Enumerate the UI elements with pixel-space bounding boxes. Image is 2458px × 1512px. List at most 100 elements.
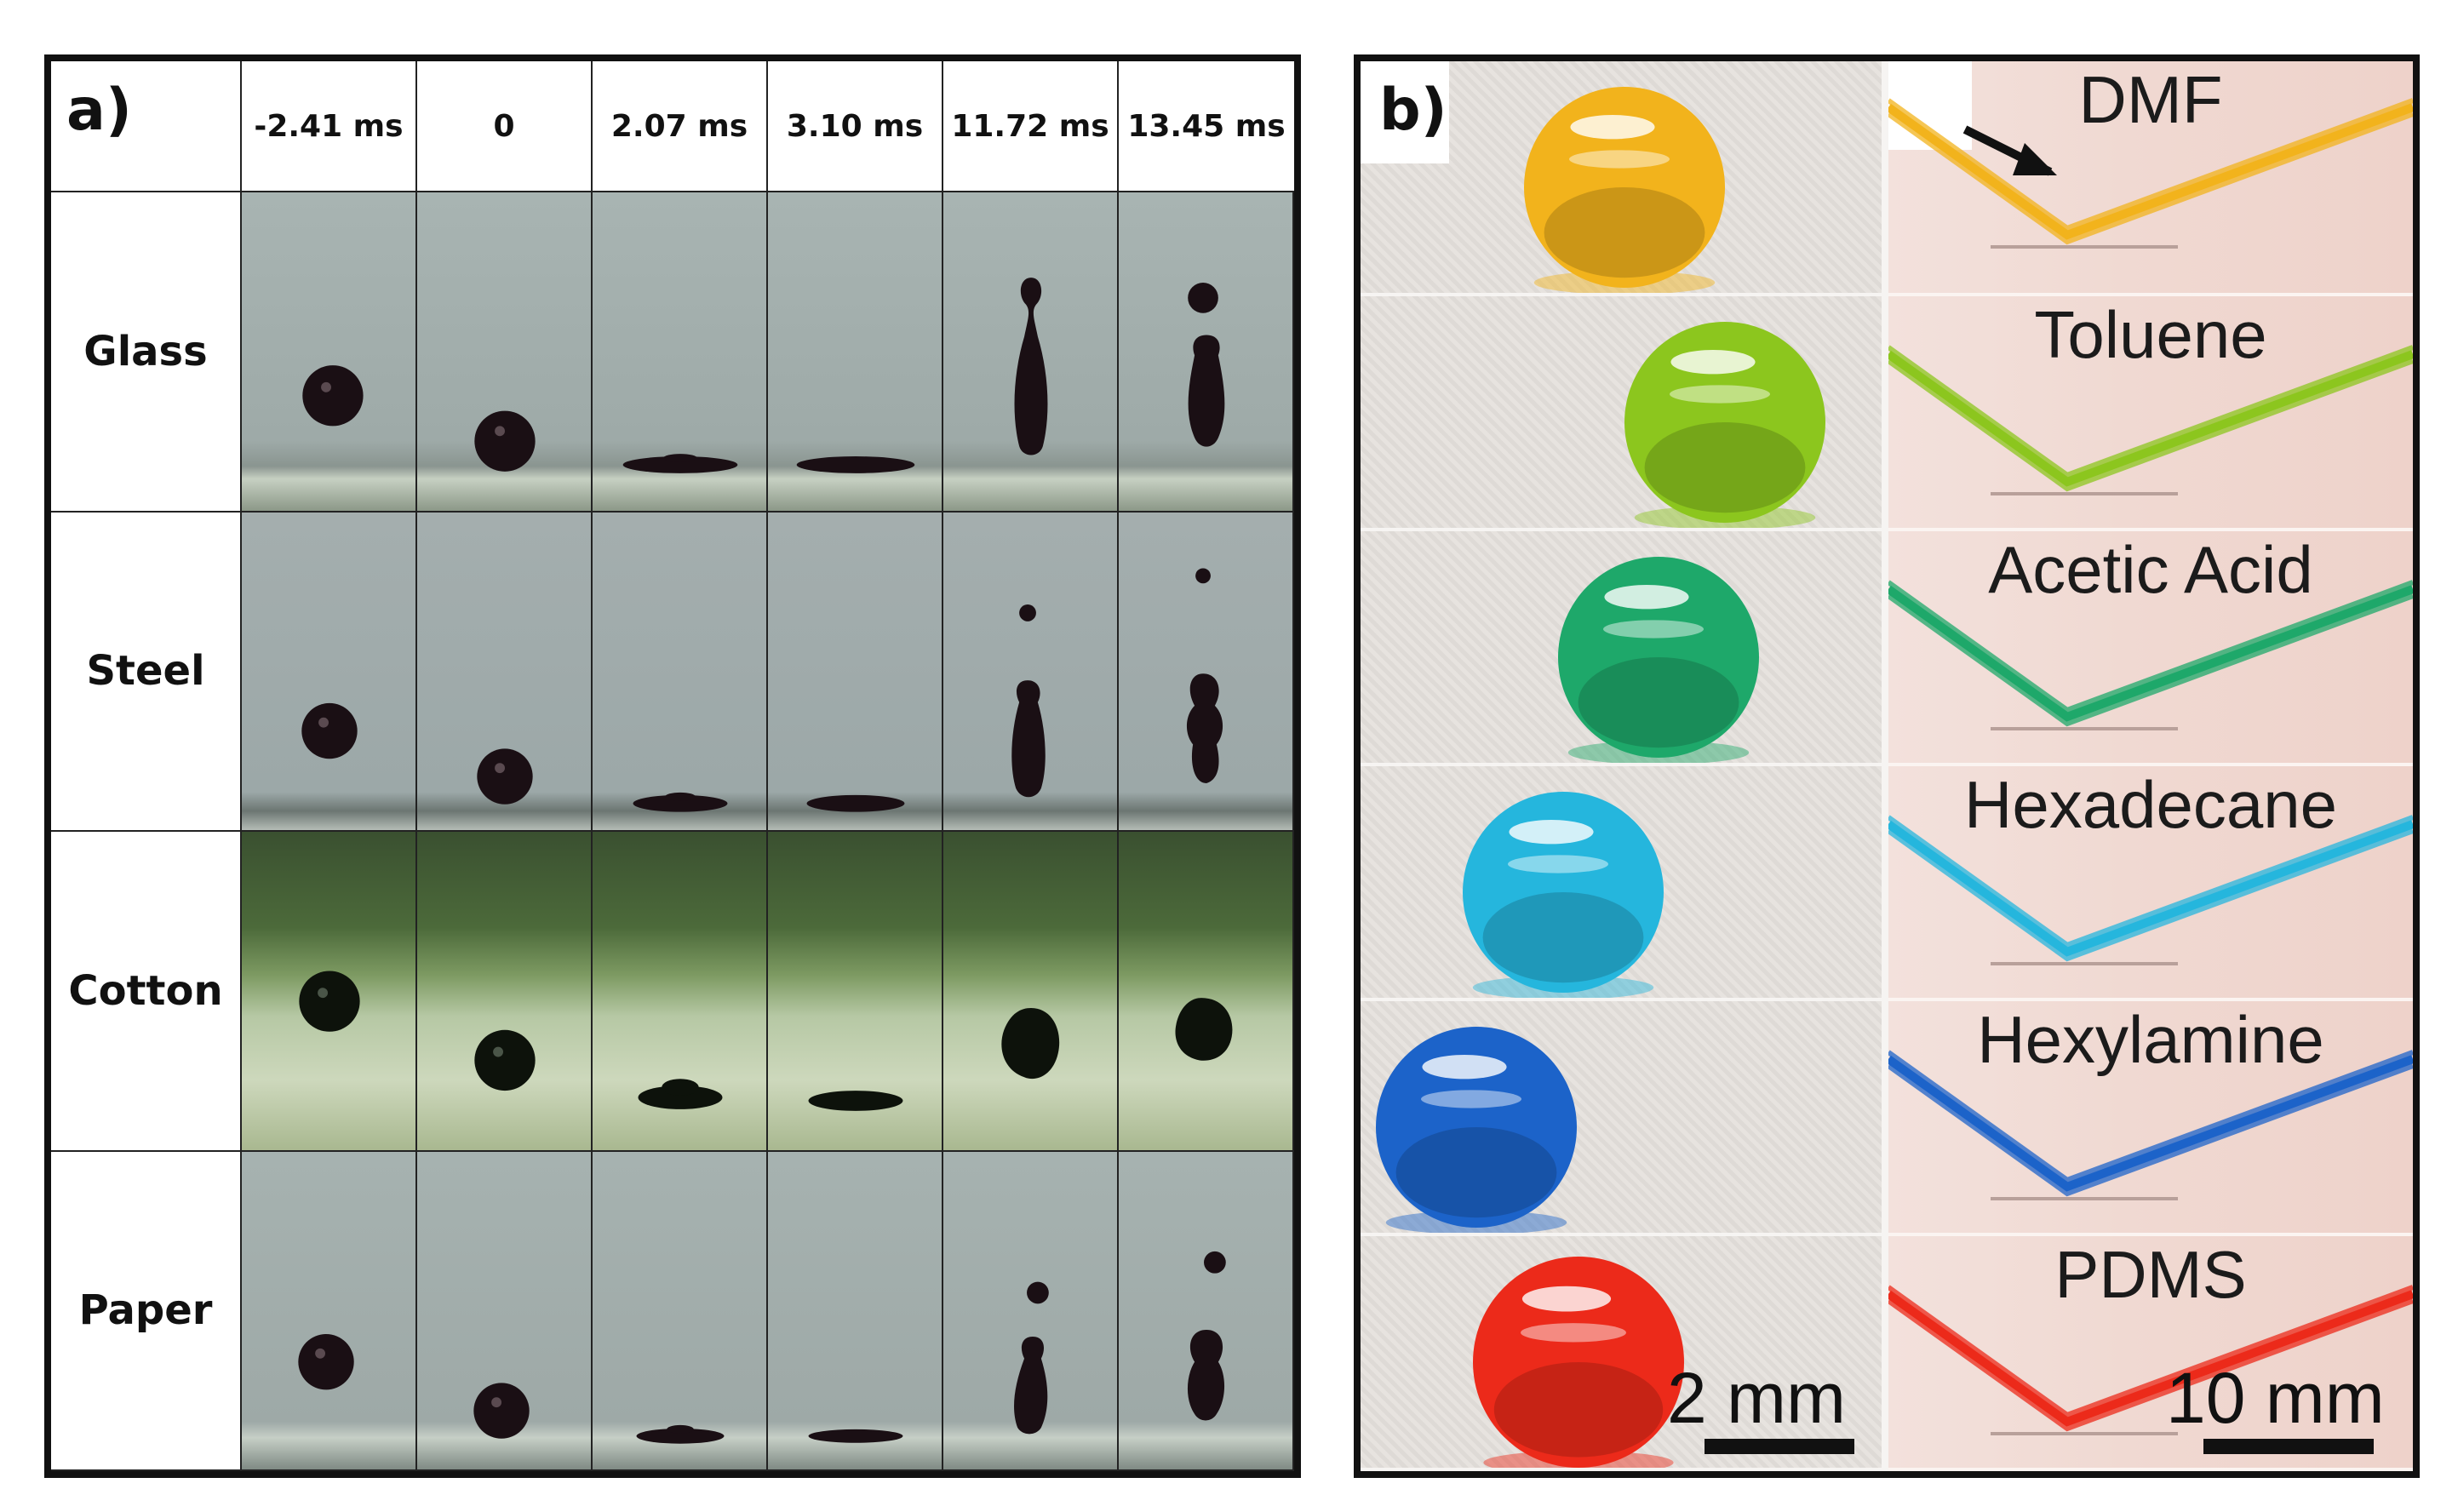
droplet — [1001, 1008, 1060, 1080]
glass-frame-1 — [242, 192, 417, 513]
panel-b-label: b) — [1379, 77, 1447, 144]
droplet-highlight — [1509, 820, 1594, 845]
solvent-grid: DMF Toluene Acetic Acid Hexadecane Hexylamin… — [1361, 61, 2413, 1471]
solvent-label: DMF — [2078, 62, 2223, 137]
cotton-frame-5 — [943, 832, 1119, 1152]
steel-frame-3 — [593, 512, 768, 832]
time-header: -2.41 ms — [242, 61, 417, 192]
droplet-cell — [1361, 531, 1888, 766]
panel-b: DMF Toluene Acetic Acid Hexadecane Hexylamin… — [1354, 54, 2420, 1478]
cotton-frame-3 — [593, 832, 768, 1152]
droplet-jet — [1188, 335, 1225, 447]
droplet-spread — [636, 1428, 725, 1444]
droplet-cell — [1361, 61, 1888, 296]
surface-label-paper: Paper — [51, 1151, 242, 1471]
paper-frame-4 — [768, 1151, 943, 1471]
arrow-annotation — [1962, 125, 2057, 176]
solvent-thread — [1888, 820, 2413, 957]
time-header: 11.72 ms — [943, 61, 1119, 192]
solvent-thread — [1888, 112, 2413, 245]
solvent-thread — [1888, 103, 2413, 240]
solvent-thread — [1888, 358, 2413, 492]
droplet-spread — [808, 1429, 903, 1443]
steel-frame-2 — [417, 512, 593, 832]
scale-text-right: 10 mm — [2166, 1358, 2385, 1438]
droplet-jet — [1014, 1336, 1048, 1434]
solvent-label: Acetic Acid — [1988, 532, 2313, 607]
solvent-thread — [1888, 1285, 2413, 1418]
droplet — [302, 365, 364, 427]
thread-cell: PDMS — [1888, 1236, 2413, 1471]
solvent-label: Hexadecane — [1964, 767, 2337, 842]
droplet-satellite — [1195, 567, 1211, 583]
surface-label-cotton: Cotton — [51, 832, 242, 1152]
droplet — [301, 702, 358, 759]
cotton-frame-4 — [768, 832, 943, 1152]
solvent-label: Hexylamine — [1977, 1002, 2324, 1077]
droplet-spread — [808, 1091, 903, 1111]
solvent-thread — [1888, 1050, 2413, 1183]
droplet-cell — [1361, 296, 1888, 531]
droplet-cell — [1361, 1001, 1888, 1236]
paper-frame-3 — [593, 1151, 768, 1471]
time-header: 13.45 ms — [1119, 61, 1294, 192]
droplet-satellite — [1204, 1251, 1226, 1274]
droplet — [477, 747, 533, 805]
droplet — [1175, 998, 1233, 1061]
droplet-spread — [633, 794, 728, 812]
droplet-jet — [1186, 673, 1223, 783]
droplet-satellite — [1188, 283, 1218, 313]
droplet-highlight — [1604, 585, 1689, 610]
droplet-jet — [1014, 278, 1048, 455]
solvent-droplet — [1463, 792, 1664, 993]
solvent-label: PDMS — [2054, 1237, 2247, 1312]
paper-frame-5 — [943, 1151, 1119, 1471]
droplet — [473, 1382, 530, 1439]
solvent-thread — [1888, 580, 2413, 713]
droplet-cell — [1361, 766, 1888, 1001]
solvent-droplet — [1376, 1027, 1577, 1228]
time-header: 0 — [417, 61, 593, 192]
paper-frame-6 — [1119, 1151, 1294, 1471]
surface-label-glass: Glass — [51, 192, 242, 513]
steel-frame-6 — [1119, 512, 1294, 832]
surface-label-steel: Steel — [51, 512, 242, 832]
panel-a: a) -2.41 ms 0 2.07 ms 3.10 ms 11.72 ms 1… — [44, 54, 1301, 1478]
droplet-highlight — [1521, 1286, 1612, 1312]
time-header: 2.07 ms — [593, 61, 768, 192]
solvent-thread — [1888, 345, 2413, 478]
solvent-droplet — [1524, 87, 1725, 288]
panel-a-label-cell: a) — [51, 61, 242, 192]
glass-frame-4 — [768, 192, 943, 513]
cotton-frame-2 — [417, 832, 593, 1152]
droplet-spread — [622, 456, 738, 473]
solvent-droplet — [1558, 557, 1759, 758]
paper-frame-2 — [417, 1151, 593, 1471]
droplet-cell — [1361, 1236, 1888, 1471]
steel-frame-1 — [242, 512, 417, 832]
droplet — [474, 410, 536, 472]
droplet-highlight — [1570, 115, 1655, 140]
cotton-frame-1 — [242, 832, 417, 1152]
solvent-thread — [1888, 828, 2413, 962]
panel-a-label: a) — [66, 77, 132, 144]
solvent-label: Toluene — [2034, 297, 2267, 372]
impact-grid: a) -2.41 ms 0 2.07 ms 3.10 ms 11.72 ms 1… — [51, 61, 1294, 1471]
thread-cell: DMF — [1888, 61, 2413, 296]
scale-text-left: 2 mm — [1667, 1358, 1846, 1438]
solvent-thread — [1888, 1290, 2413, 1427]
panel-b-label-box: b) — [1361, 61, 1449, 163]
solvent-thread — [1888, 1055, 2413, 1192]
thread-cell: Hexylamine — [1888, 1001, 2413, 1236]
solvent-droplet — [1473, 1257, 1684, 1468]
steel-frame-4 — [768, 512, 943, 832]
droplet-jet — [1011, 679, 1046, 797]
droplet-spread — [806, 794, 905, 812]
thread-cell: Toluene — [1888, 296, 2413, 531]
scale-bar-left — [1705, 1439, 1854, 1454]
glass-frame-3 — [593, 192, 768, 513]
droplet — [474, 1029, 536, 1091]
solvent-thread — [1888, 585, 2413, 722]
steel-frame-5 — [943, 512, 1119, 832]
droplet — [298, 1333, 354, 1389]
